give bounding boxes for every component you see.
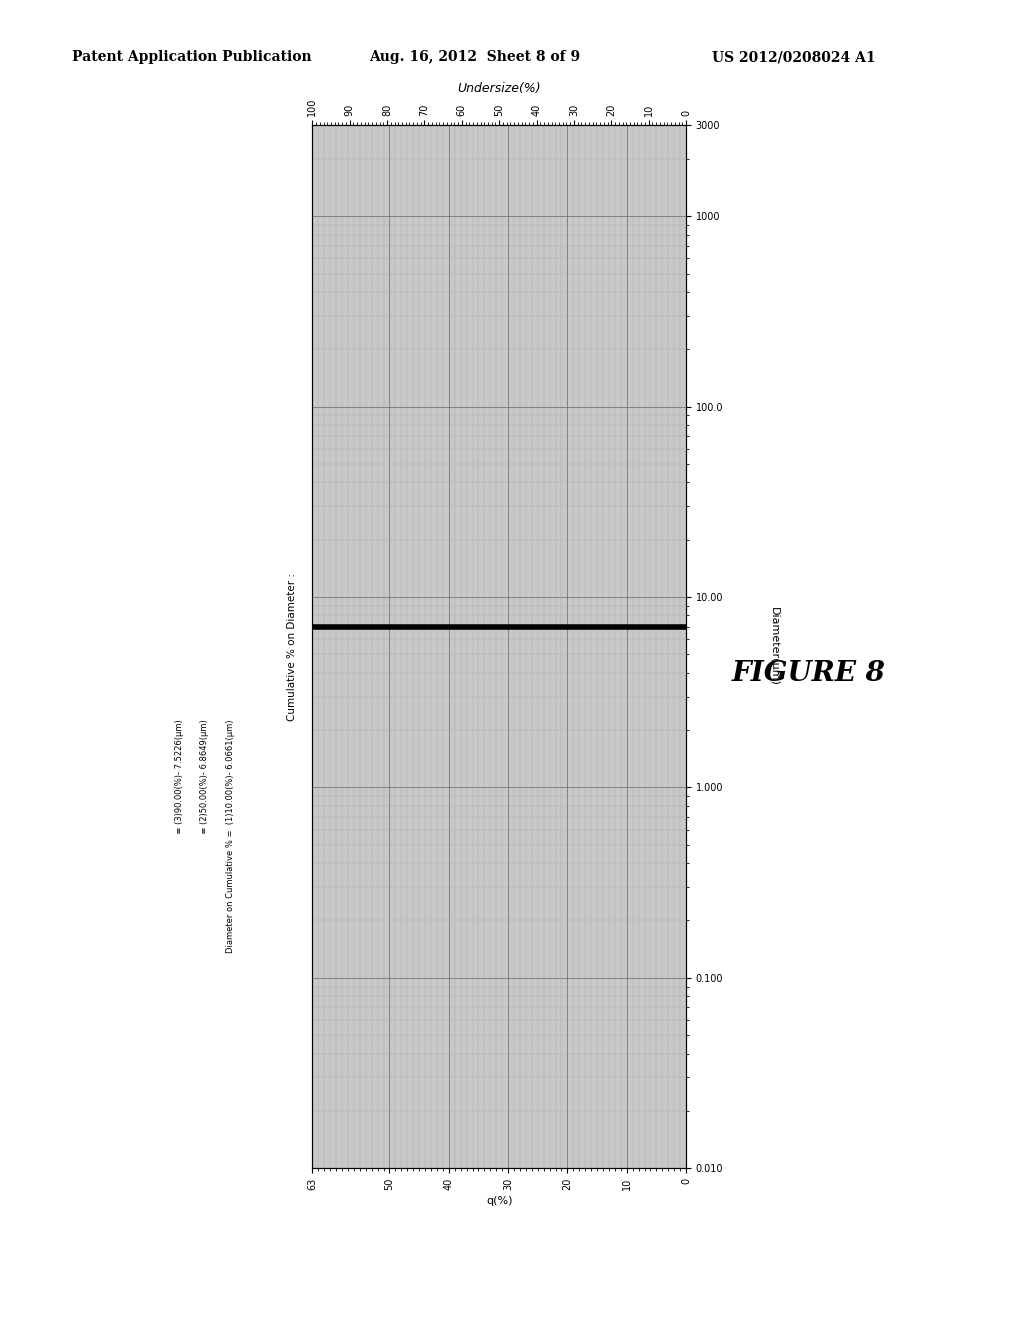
X-axis label: q(%): q(%) bbox=[486, 1196, 512, 1206]
Text: Patent Application Publication: Patent Application Publication bbox=[72, 50, 311, 65]
Text: ≡ (3)90.00(%)- 7.5226(μm): ≡ (3)90.00(%)- 7.5226(μm) bbox=[175, 719, 183, 936]
Text: Cumulative % on Diameter :: Cumulative % on Diameter : bbox=[287, 573, 297, 721]
Text: FIGURE 8: FIGURE 8 bbox=[732, 660, 886, 686]
Y-axis label: Diameter(μm): Diameter(μm) bbox=[769, 607, 779, 686]
Text: ≡ (2)50.00(%)- 6.8649(μm): ≡ (2)50.00(%)- 6.8649(μm) bbox=[201, 719, 209, 936]
X-axis label: Undersize(%): Undersize(%) bbox=[458, 82, 541, 95]
Text: Aug. 16, 2012  Sheet 8 of 9: Aug. 16, 2012 Sheet 8 of 9 bbox=[369, 50, 580, 65]
Text: Diameter on Cumulative % =  (1)10.00(%)- 6.0661(μm): Diameter on Cumulative % = (1)10.00(%)- … bbox=[226, 719, 234, 953]
Text: US 2012/0208024 A1: US 2012/0208024 A1 bbox=[712, 50, 876, 65]
